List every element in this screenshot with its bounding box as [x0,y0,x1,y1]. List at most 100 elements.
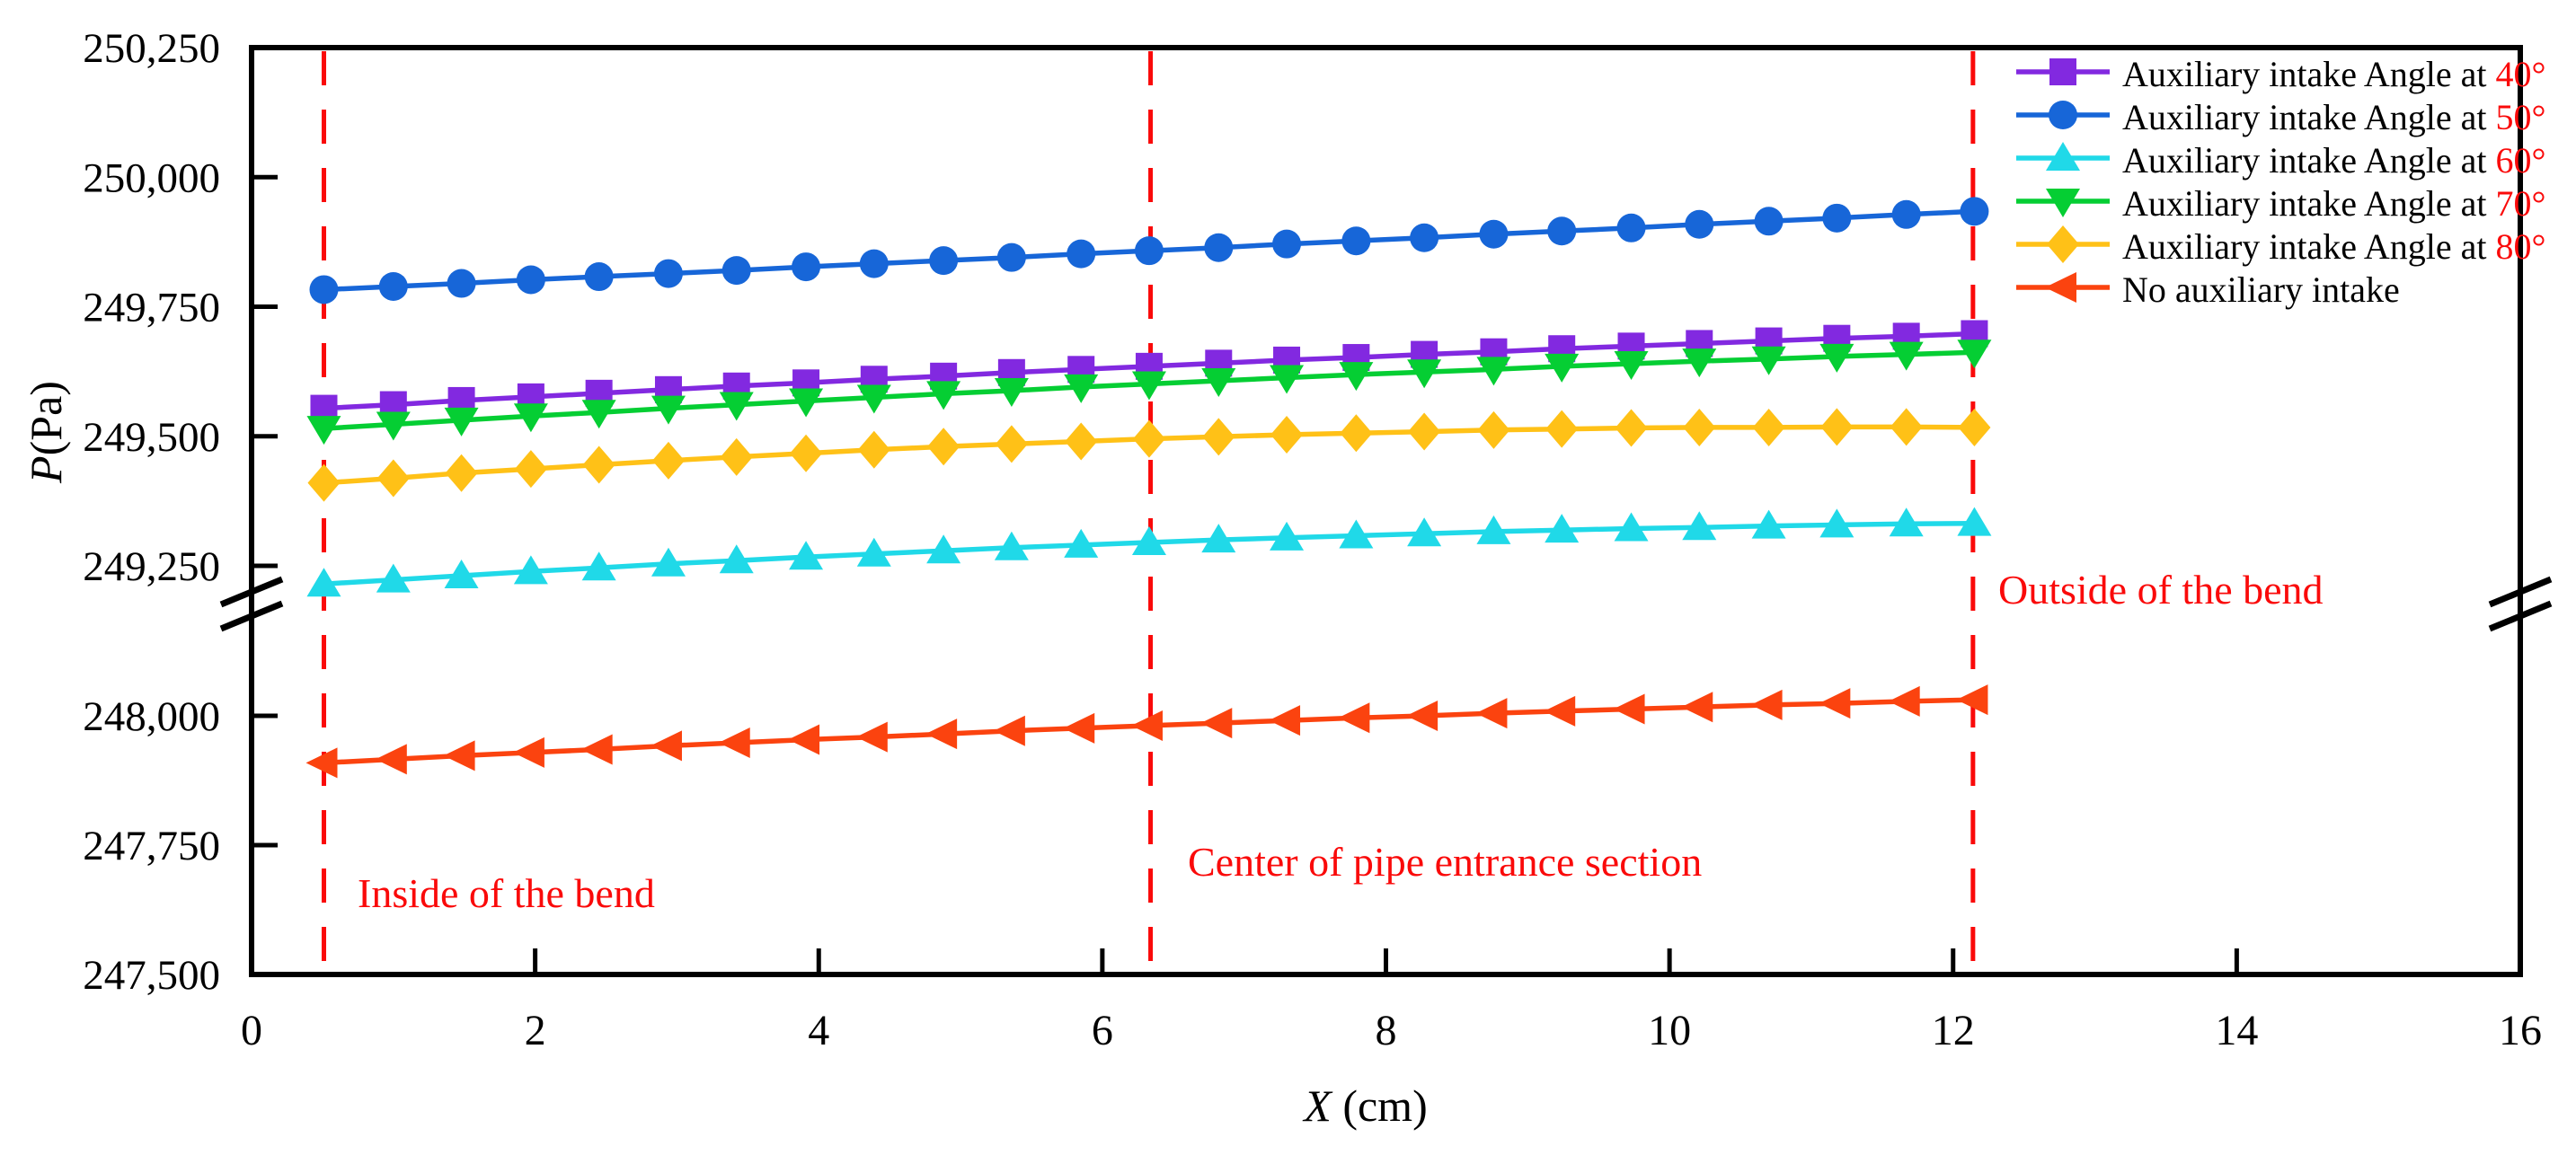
series-auxiliary-intake-angle-at-60- [306,507,1992,597]
triangle-up-marker-icon [1889,507,1924,537]
triangle-up-marker-icon [1476,515,1511,544]
triangle-down-marker-icon [376,411,411,441]
legend-item-angle-50: Auxiliary intake Angle at 50° [2014,95,2545,138]
series-auxiliary-intake-angle-at-50- [309,197,1989,304]
x-tick-label: 8 [1376,1007,1397,1054]
axis-break-icon [219,576,284,608]
diamond-marker-icon [995,425,1028,463]
circle-marker-icon [1272,229,1302,259]
diamond-marker-icon [1752,408,1785,446]
circle-marker-icon [1134,236,1164,266]
triangle-down-marker-icon [789,388,824,418]
legend-label: Auxiliary intake Angle at 50° [2122,96,2546,137]
triangle-up-marker-icon [719,544,754,574]
triangle-down-marker-icon [513,403,548,433]
x-tick-label: 4 [808,1007,829,1054]
circle-marker-icon [929,246,959,276]
triangle-left-marker-icon [1819,688,1851,719]
triangle-up-marker-icon [2046,142,2080,171]
axis-break-icon [2488,600,2553,632]
diamond-marker-icon [651,441,685,480]
y-tick-label: 247,750 [83,823,220,869]
circle-marker-icon [1960,197,1989,226]
triangle-left-marker-icon [1888,685,1920,717]
plot-frame [249,45,2523,977]
diamond-marker-icon [376,459,410,498]
legend-glyph-circle [2016,101,2110,129]
circle-marker-icon [1204,233,1234,262]
diamond-marker-icon [1065,422,1098,461]
triangle-left-marker-icon [305,747,338,779]
diamond-marker-icon [1820,408,1854,446]
circle-marker-icon [447,269,476,298]
triangle-up-marker-icon [1819,508,1855,538]
triangle-down-marker-icon [1339,362,1374,392]
legend-item-no-auxiliary: No auxiliary intake [2014,268,2400,311]
circle-marker-icon [1822,203,1852,233]
legend-marker-square-icon [2014,54,2111,93]
triangle-up-marker-icon [1270,521,1305,551]
circle-marker-icon [309,275,339,304]
triangle-left-marker-icon [512,736,544,768]
triangle-left-marker-icon [925,719,958,750]
circle-marker-icon [1685,209,1714,239]
x-tick-label: 10 [1648,1007,1691,1054]
y-tick-label: 250,000 [83,154,220,201]
legend-marker-diamond-icon [2014,225,2111,266]
triangle-down-marker-icon [1201,368,1236,398]
triangle-up-marker-icon [1339,519,1374,549]
legend-item-angle-40: Auxiliary intake Angle at 40° [2014,52,2545,95]
legend-marker-triangle-down-icon [2014,183,2111,223]
legend-label: Auxiliary intake Angle at 70° [2122,182,2546,224]
triangle-up-marker-icon [789,541,824,570]
triangle-up-marker-icon [651,547,686,577]
x-axis-unit: (cm) [1342,1080,1428,1131]
triangle-left-marker-icon [443,740,475,771]
diamond-marker-icon [2047,225,2079,263]
triangle-down-marker-icon [1614,350,1649,380]
diamond-marker-icon [1545,410,1579,448]
triangle-left-marker-icon [375,744,407,775]
circle-marker-icon [1341,226,1371,256]
triangle-up-marker-icon [1201,524,1236,553]
annotation-inside-of-bend: Inside of the bend [358,870,655,916]
triangle-left-marker-icon [1613,693,1645,725]
diamond-marker-icon [445,454,478,492]
legend-marker-triangle-left-icon [2014,269,2111,309]
triangle-up-marker-icon [1131,526,1166,556]
circle-marker-icon [1754,207,1784,236]
triangle-left-marker-icon [788,724,820,755]
axis-break-icon [219,600,284,632]
x-tick-label: 2 [525,1007,546,1054]
circle-marker-icon [1479,219,1509,249]
triangle-left-marker-icon [1544,695,1576,727]
diamond-marker-icon [307,463,341,502]
triangle-down-marker-icon [1682,348,1717,378]
triangle-down-marker-icon [1064,374,1099,403]
annotation-outside-of-bend: Outside of the bend [1998,567,2324,613]
circle-marker-icon [1547,216,1577,246]
legend-marker-circle-icon [2014,97,2111,137]
diamond-marker-icon [1958,408,1991,446]
y-tick-label: 249,500 [83,414,220,461]
triangle-left-marker-icon [1406,701,1438,731]
legend-label: Auxiliary intake Angle at 60° [2122,139,2546,181]
circle-marker-icon [1616,213,1646,242]
x-tick-label: 12 [1932,1007,1975,1054]
triangle-down-marker-icon [581,400,616,429]
y-tick-label: 249,250 [83,543,220,590]
triangle-left-marker-icon [1681,692,1713,723]
x-axis-title: X (cm) [1204,1080,1527,1132]
diamond-marker-icon [1340,414,1373,453]
series-auxiliary-intake-angle-at-70- [306,339,1992,445]
triangle-up-marker-icon [376,563,411,593]
triangle-left-marker-icon [1956,684,1988,716]
triangle-down-marker-icon [1407,359,1442,389]
triangle-left-marker-icon [1200,708,1233,739]
diamond-marker-icon [1202,418,1235,456]
x-tick-label: 6 [1092,1007,1113,1054]
circle-marker-icon [516,265,545,295]
triangle-down-marker-icon [2046,189,2080,217]
